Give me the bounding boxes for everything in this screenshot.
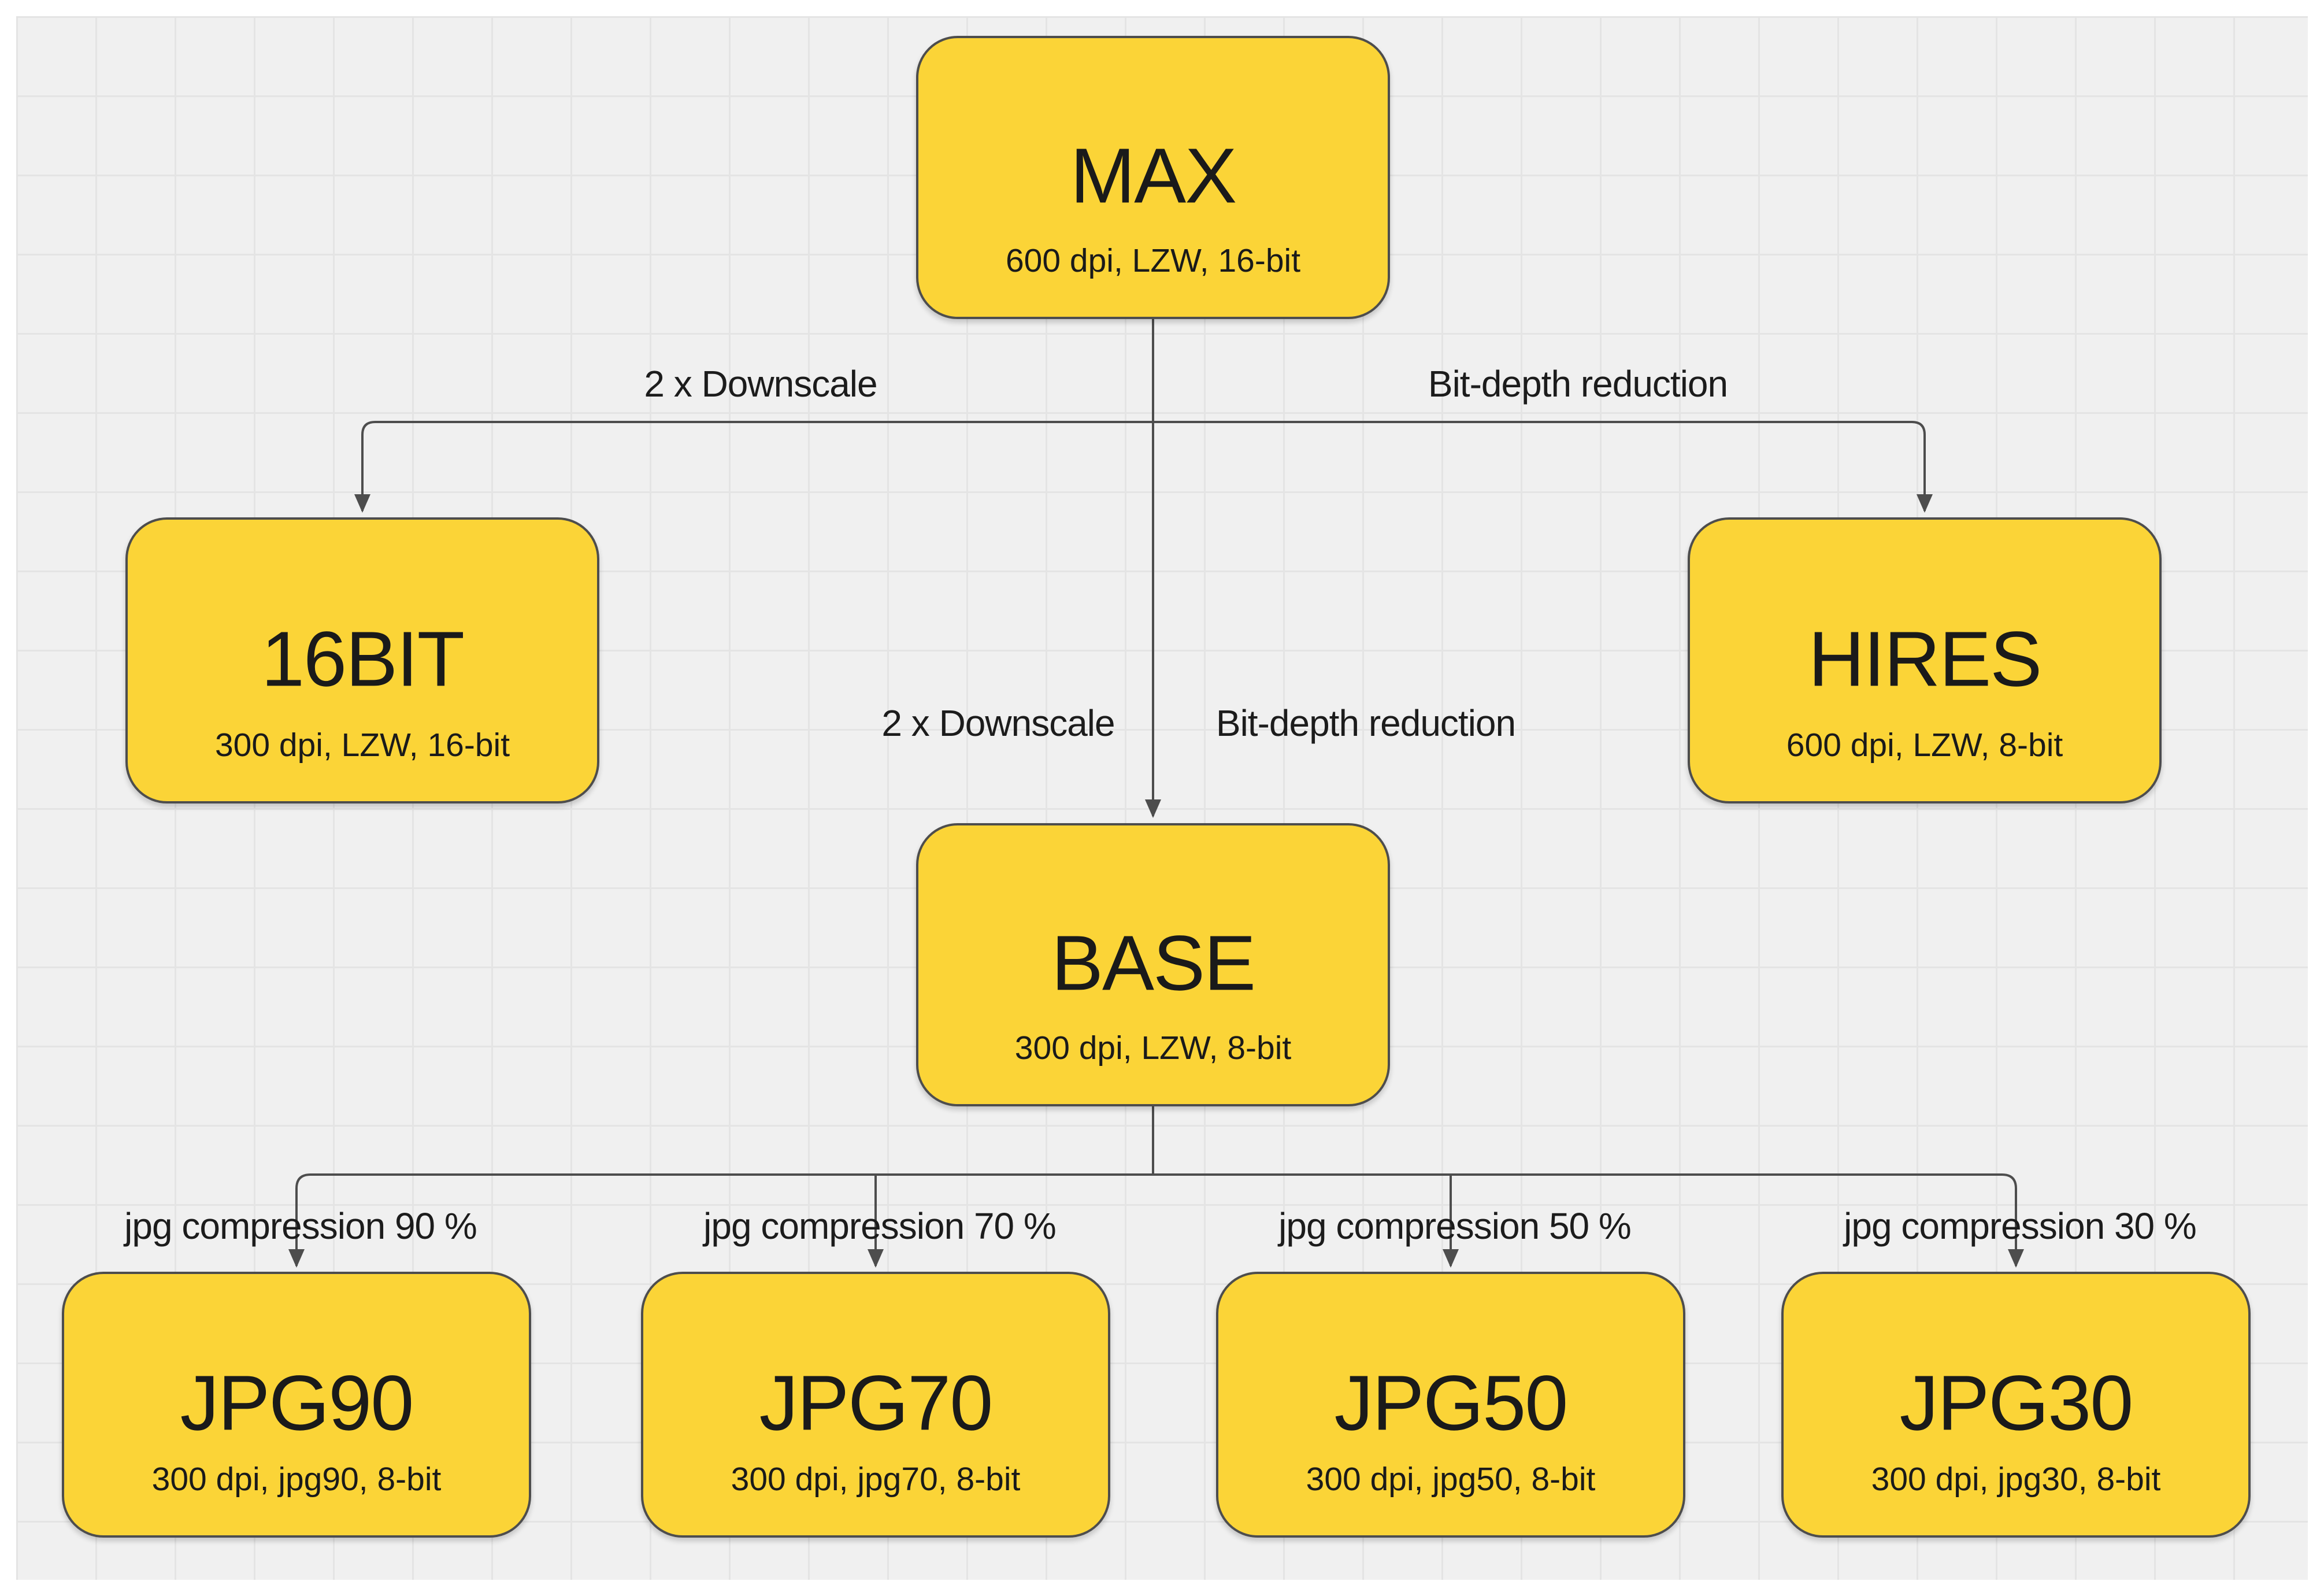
node-subtitle: 300 dpi, LZW, 8-bit bbox=[1014, 1030, 1292, 1067]
node-title: JPG30 bbox=[1899, 1359, 2134, 1447]
edge-label-bitdepth-mid: Bit-depth reduction bbox=[1215, 702, 1516, 745]
node-title: JPG70 bbox=[759, 1359, 994, 1447]
node-title: BASE bbox=[1051, 919, 1256, 1007]
edge-label-bitdepth-top: Bit-depth reduction bbox=[1428, 363, 1728, 405]
node-subtitle: 300 dpi, jpg90, 8-bit bbox=[151, 1461, 442, 1498]
node-subtitle: 300 dpi, LZW, 16-bit bbox=[214, 727, 510, 764]
node-title: 16BIT bbox=[261, 614, 465, 702]
node-16bit: 16BIT 300 dpi, LZW, 16-bit bbox=[125, 517, 599, 803]
node-jpg70: JPG70 300 dpi, jpg70, 8-bit bbox=[641, 1272, 1110, 1538]
node-subtitle: 600 dpi, LZW, 16-bit bbox=[1005, 242, 1301, 279]
edge-label-jpg50: jpg compression 50 % bbox=[1278, 1205, 1632, 1247]
node-subtitle: 300 dpi, jpg50, 8-bit bbox=[1306, 1461, 1596, 1498]
node-title: MAX bbox=[1070, 132, 1237, 220]
node-hires: HIRES 600 dpi, LZW, 8-bit bbox=[1688, 517, 2162, 803]
node-jpg50: JPG50 300 dpi, jpg50, 8-bit bbox=[1216, 1272, 1685, 1538]
node-max: MAX 600 dpi, LZW, 16-bit bbox=[916, 36, 1390, 319]
edge-label-downscale-top: 2 x Downscale bbox=[644, 363, 877, 405]
node-title: JPG50 bbox=[1334, 1359, 1569, 1447]
node-title: HIRES bbox=[1808, 614, 2043, 702]
node-jpg90: JPG90 300 dpi, jpg90, 8-bit bbox=[62, 1272, 531, 1538]
node-subtitle: 600 dpi, LZW, 8-bit bbox=[1786, 727, 2063, 764]
edge-label-jpg30: jpg compression 30 % bbox=[1844, 1205, 2197, 1247]
edge-label-jpg70: jpg compression 70 % bbox=[703, 1205, 1057, 1247]
node-jpg30: JPG30 300 dpi, jpg30, 8-bit bbox=[1781, 1272, 2251, 1538]
node-subtitle: 300 dpi, jpg70, 8-bit bbox=[731, 1461, 1021, 1498]
edge-label-jpg90: jpg compression 90 % bbox=[124, 1205, 477, 1247]
node-title: JPG90 bbox=[180, 1359, 414, 1447]
node-base: BASE 300 dpi, LZW, 8-bit bbox=[916, 823, 1390, 1106]
node-subtitle: 300 dpi, jpg30, 8-bit bbox=[1871, 1461, 2161, 1498]
edge-label-downscale-mid: 2 x Downscale bbox=[881, 702, 1115, 745]
